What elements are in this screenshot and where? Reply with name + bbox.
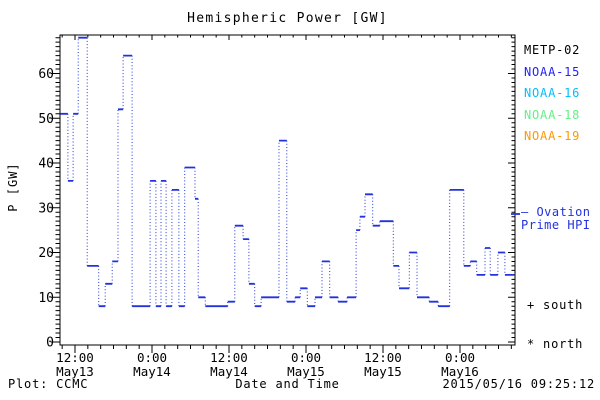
chart-title: Hemispheric Power [GW]	[187, 11, 388, 26]
x-tick-time-label: 12:00	[56, 350, 94, 365]
x-tick-date-label: May14	[210, 364, 248, 379]
ovation-series-label-line1: — Ovation	[521, 205, 591, 219]
legend-item-noaa15: NOAA-15	[524, 64, 581, 79]
plot-frame	[59, 34, 516, 346]
y-tick-label: 40	[38, 157, 54, 172]
legend-item-noaa19: NOAA-19	[524, 129, 581, 143]
legend-item-metp02: METP-02	[524, 43, 581, 57]
x-tick-time-label: 12:00	[364, 350, 402, 365]
north-marker-legend: * north	[527, 337, 584, 351]
y-tick-label: 20	[38, 246, 54, 261]
plot-source-label: Plot: CCMC	[8, 377, 89, 391]
hpi-step-line	[60, 36, 514, 308]
y-tick-label: 30	[38, 201, 54, 216]
hpi-step-line-verticals	[67, 37, 506, 307]
ovation-series-label-line2: Prime HPI	[521, 218, 591, 232]
x-tick-time-label: 0:00	[137, 350, 167, 365]
south-marker-legend: + south	[527, 298, 584, 312]
y-tick-label: 10	[38, 291, 54, 306]
y-axis-label: P [GW]	[6, 162, 20, 212]
x-axis-ticks	[61, 35, 512, 353]
legend-item-noaa16: NOAA-16	[524, 86, 581, 100]
x-tick-time-label: 12:00	[210, 350, 248, 365]
x-tick-date-label: May16	[441, 364, 479, 379]
x-tick-time-label: 0:00	[445, 350, 475, 365]
legend-item-noaa18: NOAA-18	[524, 107, 581, 122]
ovation-series-label: — Ovation Prime HPI	[521, 206, 591, 232]
x-tick-date-label: May15	[287, 364, 325, 379]
x-axis-label: Date and Time	[235, 377, 340, 391]
satellite-legend: METP-02 NOAA-15 NOAA-16 NOAA-18 NOAA-19	[524, 43, 580, 151]
x-tick-time-label: 0:00	[291, 350, 321, 365]
x-tick-date-label: May15	[364, 364, 402, 379]
y-tick-label: 50	[38, 112, 54, 127]
y-tick-label: 0	[46, 336, 54, 351]
plot-timestamp: 2015/05/16 09:25:12	[442, 377, 595, 391]
x-tick-date-label: May14	[133, 364, 171, 379]
y-tick-label: 60	[38, 67, 54, 82]
y-axis-ticks	[51, 37, 515, 343]
x-tick-date-label: May13	[56, 364, 94, 379]
